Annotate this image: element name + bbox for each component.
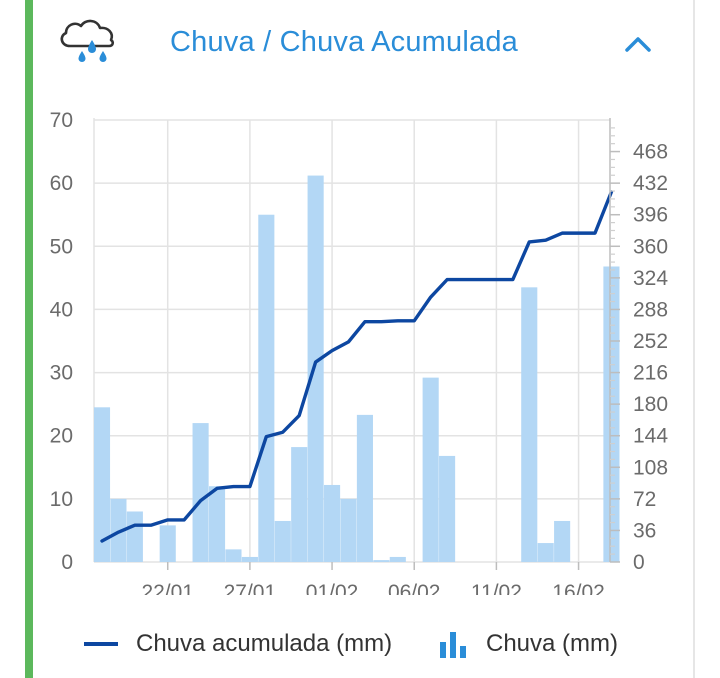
y-right-tick-label: 180	[633, 393, 668, 416]
y-right-tick-label: 252	[633, 330, 668, 353]
y-right-tick-label: 0	[633, 551, 645, 574]
chevron-up-icon[interactable]	[622, 30, 654, 58]
rain-bar	[521, 287, 538, 562]
rain-bar	[225, 549, 242, 562]
y-left-tick-label: 60	[50, 172, 73, 195]
x-tick-label: 22/01	[141, 581, 194, 595]
rain-bar	[373, 560, 390, 562]
rain-bar	[258, 214, 275, 562]
legend-label-rain: Chuva (mm)	[486, 630, 619, 657]
x-tick-label: 27/01	[224, 581, 277, 595]
rain-bar	[192, 423, 209, 562]
chart-legend: Chuva acumulada (mm) Chuva (mm)	[84, 630, 684, 670]
x-tick-label: 16/02	[552, 581, 605, 595]
y-left-tick-label: 20	[50, 425, 73, 448]
y-right-tick-label: 288	[633, 298, 668, 321]
accumulated-rain-line	[100, 190, 614, 543]
rain-bar	[93, 407, 111, 562]
rain-bar	[291, 447, 308, 562]
y-left-tick-label: 70	[50, 109, 73, 132]
y-left-tick-label: 10	[50, 488, 73, 511]
y-right-tick-label: 432	[633, 172, 668, 195]
y-left-tick-label: 30	[50, 362, 73, 385]
rain-bar	[603, 266, 620, 562]
rain-bar	[274, 520, 291, 562]
rain-bar	[307, 175, 324, 562]
rain-chart: 0 10 20 30 40 50 60 70 22/01 27/01 01/02 06/02 11/02…	[50, 109, 669, 595]
y-right-tick-label: 72	[633, 488, 656, 511]
y-left-tick-label: 50	[50, 235, 73, 258]
x-tick-label: 06/02	[388, 581, 441, 595]
legend-item-accumulated[interactable]: Chuva acumulada (mm)	[84, 630, 392, 658]
bar-chart-icon	[440, 632, 466, 658]
rain-bar	[126, 511, 143, 562]
y-right-tick-label: 468	[633, 141, 668, 164]
rain-bar	[241, 556, 258, 562]
x-tick-label: 11/02	[471, 581, 522, 595]
y-right-tick-label: 324	[633, 267, 668, 290]
y-left-tick-label: 0	[61, 551, 73, 574]
line-legend-icon	[84, 642, 118, 646]
rain-bar	[537, 543, 554, 562]
rain-bar	[439, 455, 456, 562]
rain-bar	[340, 498, 357, 562]
legend-item-rain[interactable]: Chuva (mm)	[438, 630, 618, 658]
y-right-tick-label: 396	[633, 204, 668, 227]
rain-bar	[356, 414, 373, 562]
rain-bar	[324, 484, 341, 562]
rain-cloud-icon	[60, 19, 115, 62]
card-right-border	[693, 0, 695, 678]
y-right-tick-label: 216	[633, 362, 668, 385]
y-right-tick-label: 36	[633, 519, 656, 542]
card-title: Chuva / Chuva Acumulada	[170, 26, 518, 58]
legend-label-accumulated: Chuva acumulada (mm)	[136, 630, 393, 657]
y-right-tick-label: 360	[633, 235, 668, 258]
rain-bar	[422, 377, 439, 562]
rain-bar	[208, 486, 226, 562]
y-right-tick-label: 108	[633, 456, 668, 479]
rain-bar	[159, 525, 176, 562]
x-tick-label: 01/02	[306, 581, 359, 595]
rain-bar	[389, 556, 406, 562]
y-right-tick-label: 144	[633, 425, 668, 448]
card-accent-bar	[25, 0, 33, 678]
rain-bar	[554, 520, 571, 562]
y-left-tick-label: 40	[50, 298, 73, 321]
